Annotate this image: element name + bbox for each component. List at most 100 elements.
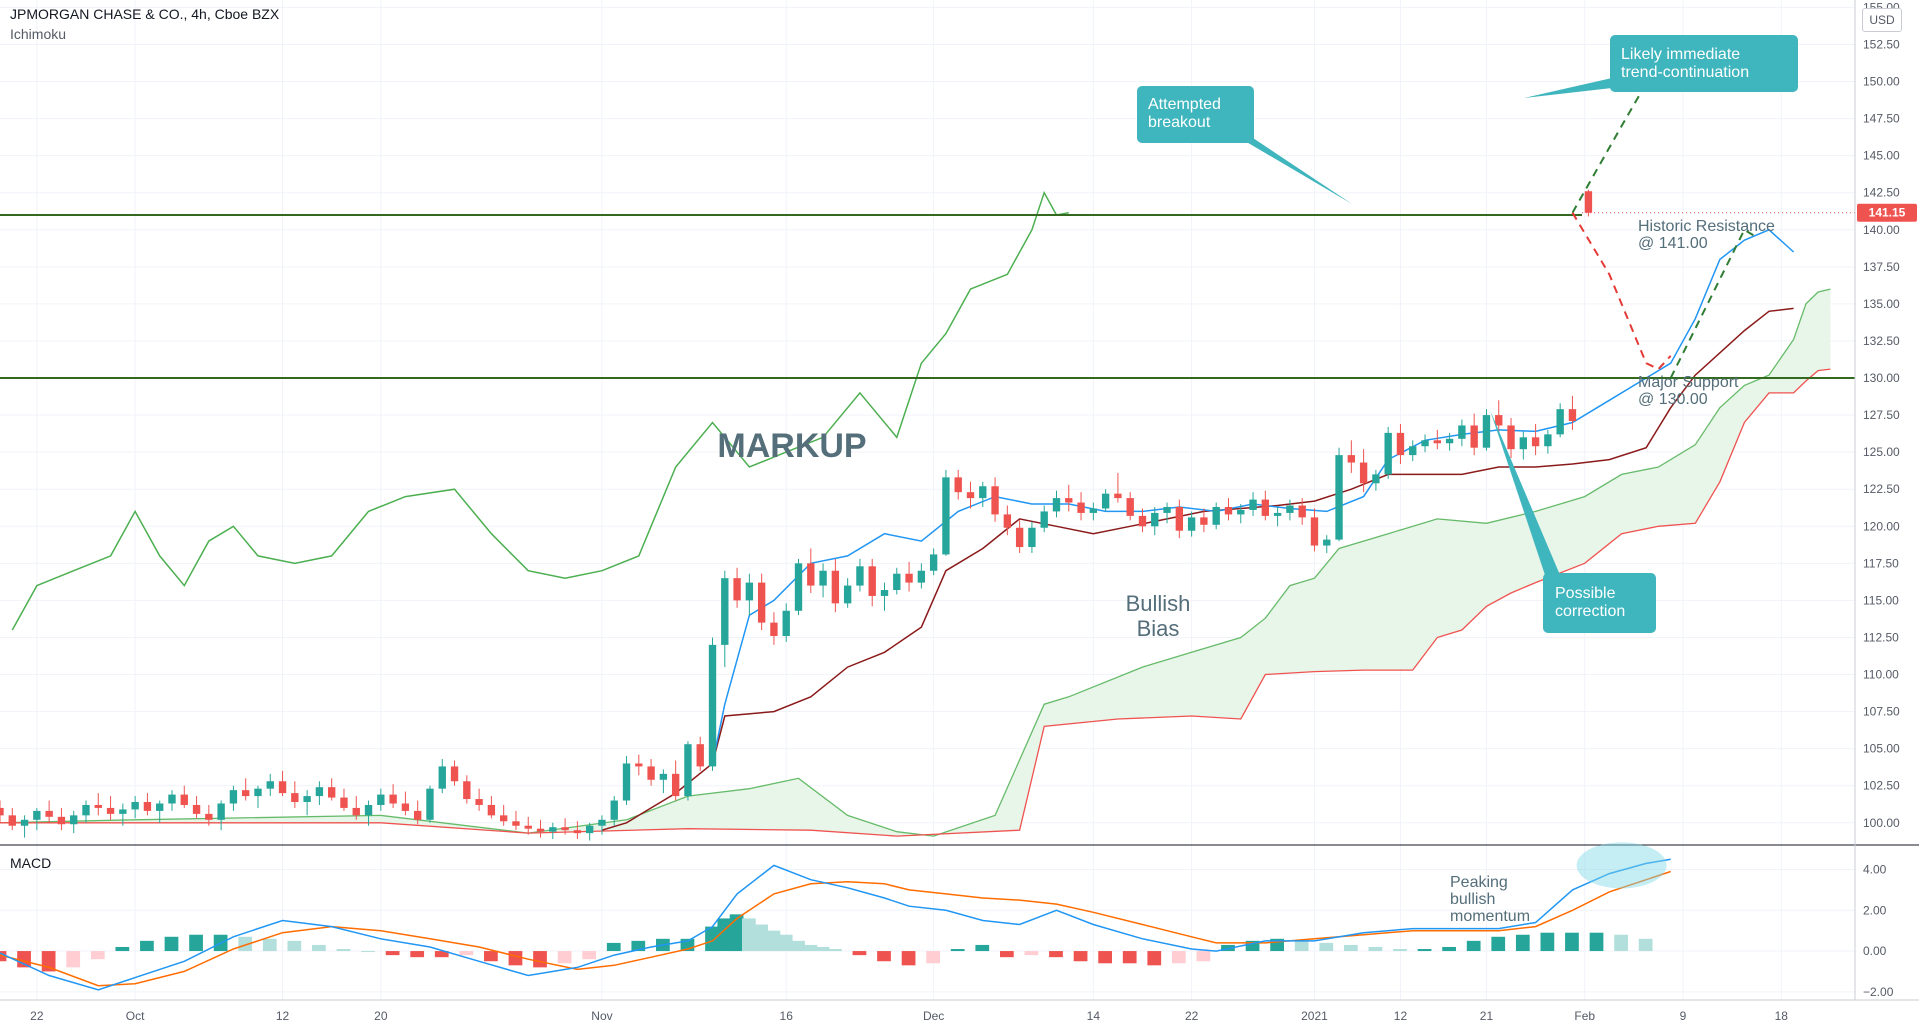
candle-body <box>315 787 324 797</box>
indicator-lines <box>11 190 1795 831</box>
macd-histogram-bar <box>791 940 805 952</box>
price-tick-label: 110.00 <box>1863 668 1899 682</box>
candle-body <box>1077 502 1085 513</box>
candle-body <box>929 554 938 571</box>
macd-histogram-bar <box>1196 951 1211 962</box>
time-tick-label: 12 <box>276 1009 290 1023</box>
macd-histogram-bar <box>385 951 400 956</box>
candle-body <box>1273 512 1282 516</box>
candle-body <box>1470 425 1478 448</box>
price-levels <box>0 212 1855 380</box>
candle-body <box>1212 507 1220 525</box>
candle-body <box>413 810 422 820</box>
macd-histogram-bar <box>533 951 547 968</box>
candle-body <box>291 793 299 803</box>
callout-correction-box <box>1543 573 1656 633</box>
time-tick-label: 9 <box>1680 1009 1687 1023</box>
candle-body <box>20 819 29 826</box>
candle-body <box>708 644 717 767</box>
time-tick-label: 22 <box>1185 1009 1199 1023</box>
candle-body <box>70 815 78 825</box>
candle-body <box>33 810 41 820</box>
candle-body <box>794 563 803 611</box>
base-line <box>601 307 1794 831</box>
macd-histogram-bar <box>999 951 1014 958</box>
candle-body <box>1126 498 1134 516</box>
macd-histogram-bar <box>1614 934 1628 952</box>
candle-body <box>745 582 754 601</box>
currency-button[interactable]: USD <box>1862 8 1902 32</box>
price-tick-label: 132.50 <box>1863 334 1900 348</box>
candle-body <box>1544 434 1552 447</box>
candle-body <box>942 477 950 555</box>
macd-histogram-bar <box>361 951 375 953</box>
price-tick-label: 150.00 <box>1863 75 1900 89</box>
candle-body <box>1237 509 1245 515</box>
candle-body <box>57 816 66 825</box>
candle-body <box>1433 440 1442 444</box>
candle-body <box>954 477 962 493</box>
price-tick-label: 142.50 <box>1863 186 1900 200</box>
candle-body <box>696 744 704 767</box>
candle-body <box>229 790 238 804</box>
time-tick-label: 12 <box>1394 1009 1408 1023</box>
price-tick-label: 140.00 <box>1863 223 1900 237</box>
candle-body <box>1347 455 1356 463</box>
candle-body <box>647 766 655 780</box>
candle-body <box>905 573 913 583</box>
price-tick-label: 137.50 <box>1863 260 1900 274</box>
candle-body <box>1175 507 1184 531</box>
macd-histogram-bar <box>336 949 351 952</box>
candle-body <box>1531 437 1540 447</box>
price-tick-label: 105.00 <box>1863 742 1900 756</box>
candle-body <box>1372 474 1380 484</box>
candle-body <box>622 763 631 801</box>
projection-up-after-correction <box>1669 228 1758 379</box>
candle-body <box>979 486 987 499</box>
candle-body <box>1323 539 1331 546</box>
candle-body <box>1003 514 1012 528</box>
time-tick-label: 18 <box>1775 1009 1789 1023</box>
macd-histogram-bar <box>1515 934 1530 952</box>
candle-body <box>549 827 557 832</box>
candle-body <box>843 585 852 604</box>
price-tick-label: 112.50 <box>1863 630 1899 644</box>
candle-body <box>278 781 287 794</box>
candle-body <box>82 804 90 816</box>
time-tick-label: Oct <box>126 1009 145 1023</box>
macd-histogram-bar <box>766 930 781 952</box>
projection-up-direct <box>1571 61 1672 214</box>
candle-body <box>721 578 729 645</box>
callout-trend-line-2: trend-continuation <box>1621 64 1749 81</box>
candle-body <box>1065 498 1073 503</box>
candle-body <box>438 766 446 789</box>
callout-breakout-line-1: Attempted <box>1148 96 1221 113</box>
conversion-line <box>711 228 1795 764</box>
candle-body <box>156 803 164 811</box>
resistance-price-label: @ 141.00 <box>1638 235 1708 252</box>
price-tick-label: 120.00 <box>1863 519 1900 533</box>
candle-body <box>143 802 152 811</box>
macd-histogram-bar <box>877 951 891 962</box>
candle-body <box>573 830 582 834</box>
macd-peak-highlight <box>1576 842 1667 889</box>
macd-histogram-bar <box>1098 951 1112 964</box>
cloud-fill <box>0 289 1831 837</box>
candle-body <box>733 578 741 601</box>
candle-body <box>585 825 594 834</box>
candle-body <box>45 810 53 817</box>
callout-trend-tail <box>1524 78 1612 98</box>
macd-histogram-bar <box>1442 946 1456 952</box>
candle-body <box>659 773 668 780</box>
candle-body <box>401 803 410 811</box>
candle-body <box>1359 462 1368 484</box>
macd-histogram-bar <box>705 926 719 952</box>
candle-body <box>512 821 520 826</box>
candle-body <box>352 807 360 816</box>
candle-body <box>1519 437 1527 450</box>
macd-histogram-bar <box>1565 932 1579 952</box>
candle-body <box>192 804 201 814</box>
leading-span-b <box>0 368 1831 837</box>
price-tick-label: 135.00 <box>1863 297 1900 311</box>
